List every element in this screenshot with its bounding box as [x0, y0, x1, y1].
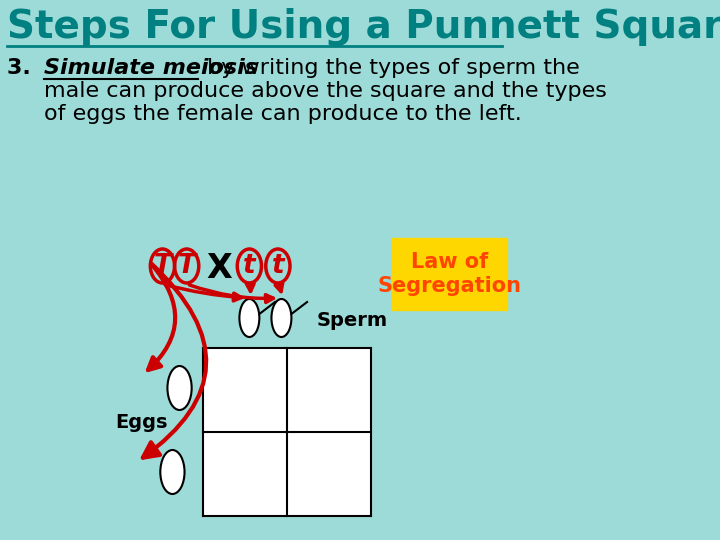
- Ellipse shape: [271, 299, 292, 337]
- Text: of eggs the female can produce to the left.: of eggs the female can produce to the le…: [44, 104, 522, 124]
- Text: Eggs: Eggs: [115, 413, 168, 431]
- Text: t: t: [271, 253, 284, 279]
- Ellipse shape: [168, 366, 192, 410]
- Text: Sperm: Sperm: [317, 310, 388, 329]
- FancyArrowPatch shape: [275, 283, 283, 292]
- Text: T: T: [178, 253, 196, 279]
- Text: T: T: [153, 253, 171, 279]
- Text: Law of
Segregation: Law of Segregation: [377, 252, 521, 296]
- Text: Simulate meiosis: Simulate meiosis: [44, 58, 258, 78]
- FancyArrowPatch shape: [148, 264, 175, 370]
- Bar: [204, 433, 286, 515]
- FancyArrowPatch shape: [143, 264, 206, 458]
- FancyArrowPatch shape: [246, 284, 254, 292]
- Ellipse shape: [239, 299, 259, 337]
- FancyArrowPatch shape: [165, 285, 241, 301]
- Text: t: t: [243, 253, 256, 279]
- Text: by writing the types of sperm the: by writing the types of sperm the: [199, 58, 580, 78]
- Text: male can produce above the square and the types: male can produce above the square and th…: [44, 81, 607, 101]
- Bar: [287, 349, 370, 431]
- Text: X: X: [207, 252, 233, 285]
- Text: Steps For Using a Punnett Square:: Steps For Using a Punnett Square:: [7, 8, 720, 46]
- Bar: [287, 433, 370, 515]
- Bar: [204, 349, 286, 431]
- FancyBboxPatch shape: [392, 238, 508, 310]
- FancyArrowPatch shape: [189, 285, 274, 302]
- Ellipse shape: [161, 450, 184, 494]
- Text: 3.: 3.: [7, 58, 46, 78]
